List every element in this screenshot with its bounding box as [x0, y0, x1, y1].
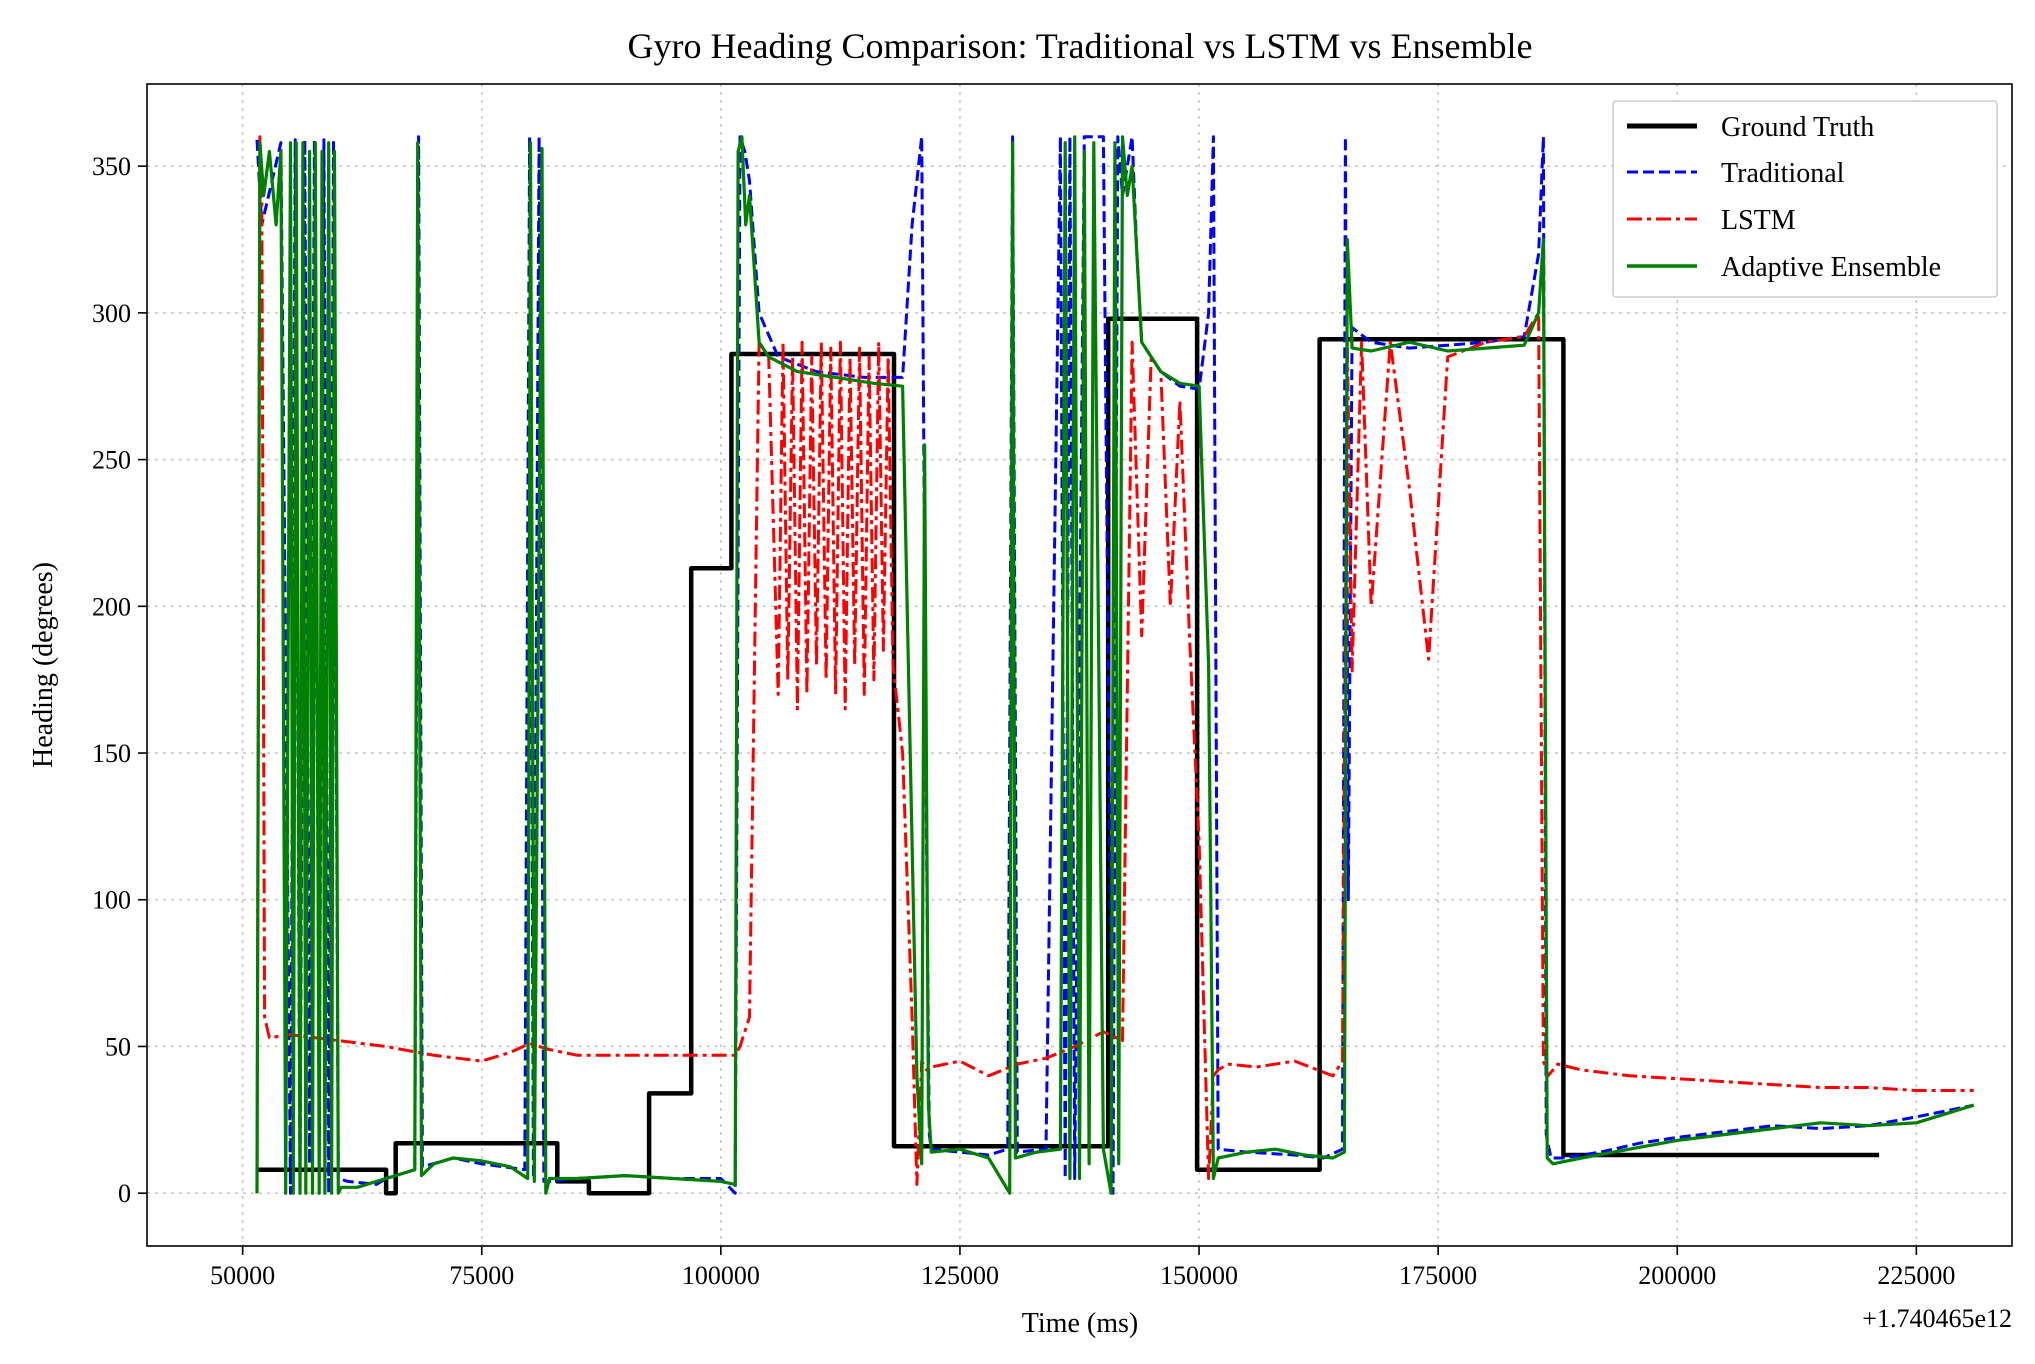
x-tick-label: 200000 — [1638, 1261, 1716, 1290]
x-tick-label: 175000 — [1399, 1261, 1477, 1290]
y-tick-label: 250 — [92, 446, 131, 475]
y-tick-label: 150 — [92, 739, 131, 768]
y-axis-ticks: 0 50 100 150 200 250 300 350 — [92, 152, 147, 1208]
x-tick-label: 75000 — [449, 1261, 514, 1290]
legend-label-ground-truth: Ground Truth — [1721, 112, 1874, 143]
x-axis-offset-label: +1.740465e12 — [1862, 1304, 2012, 1333]
x-tick-label: 225000 — [1877, 1261, 1955, 1290]
chart-title: Gyro Heading Comparison: Traditional vs … — [628, 26, 1533, 66]
y-tick-label: 200 — [92, 592, 131, 621]
series-line-adaptive-ensemble — [255, 135, 1975, 1195]
y-tick-label: 50 — [105, 1032, 131, 1061]
legend: Ground Truth Traditional LSTM Adaptive E… — [1612, 100, 1998, 298]
series-lines — [255, 135, 1975, 1196]
legend-box — [1612, 100, 1998, 298]
x-axis-label: Time (ms) — [1022, 1308, 1138, 1339]
y-tick-label: 350 — [92, 152, 131, 181]
series-line-traditional — [255, 135, 1975, 1195]
plot-area — [255, 135, 1975, 1196]
legend-label-traditional: Traditional — [1721, 158, 1845, 189]
x-tick-label: 125000 — [921, 1261, 999, 1290]
x-tick-label: 150000 — [1160, 1261, 1238, 1290]
legend-label-adaptive-ensemble: Adaptive Ensemble — [1721, 252, 1941, 283]
y-tick-label: 0 — [118, 1179, 131, 1208]
y-axis-label: Heading (degrees) — [28, 562, 59, 768]
x-axis-ticks: 50000 75000 100000 125000 150000 175000 200000… — [210, 1246, 1955, 1290]
x-tick-label: 100000 — [682, 1261, 760, 1290]
y-tick-label: 300 — [92, 299, 131, 328]
y-tick-label: 100 — [92, 886, 131, 915]
legend-label-lstm: LSTM — [1721, 205, 1796, 236]
plot-frame — [146, 83, 2013, 1247]
x-tick-label: 50000 — [210, 1261, 275, 1290]
series-line-lstm — [255, 135, 1974, 1194]
